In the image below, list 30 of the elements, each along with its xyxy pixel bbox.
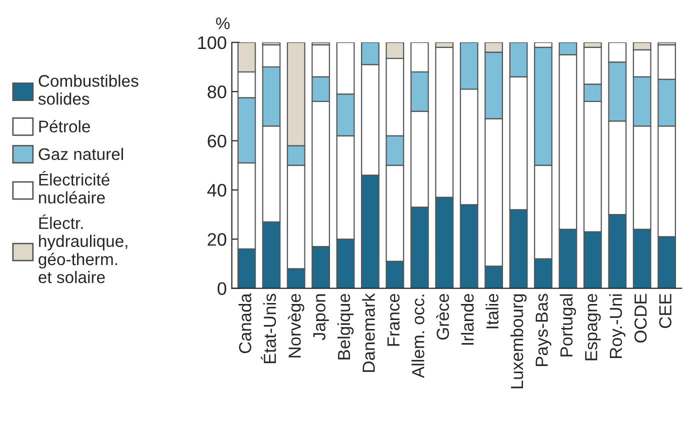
x-tick-label: OCDE <box>634 294 647 343</box>
y-tick-label: 100 <box>198 36 226 50</box>
x-tick-label: Allem. occ. <box>412 294 424 378</box>
legend-label: Électricité nucléaire <box>39 170 110 204</box>
x-tick-label: Belgique <box>337 294 354 360</box>
y-axis-title: % <box>216 18 230 30</box>
legend-label: Pétrole <box>39 120 90 132</box>
legend-label: Gaz naturel <box>38 148 123 160</box>
legend-label: Combustibles solides <box>38 74 138 105</box>
y-tick-label: 0 <box>218 282 226 296</box>
x-tick-label: Irlande <box>460 294 474 345</box>
y-tick-label: 40 <box>207 184 226 197</box>
x-tick-label: Luxembourg <box>510 294 527 388</box>
y-tick-label: 60 <box>208 134 226 148</box>
x-tick-label: Roy.-Uni <box>609 294 626 358</box>
x-tick-label: Canada <box>238 293 252 354</box>
x-tick-label: Espagne <box>585 294 601 360</box>
x-tick-label: Danemark <box>362 293 375 372</box>
x-tick-label: État-Unis <box>260 294 276 364</box>
y-tick-label: 20 <box>208 233 226 246</box>
x-tick-label: Grèce <box>436 294 450 340</box>
x-tick-label: Italie <box>486 294 498 328</box>
x-tick-label: Portugal <box>560 294 576 356</box>
legend-label: Électr. hydraulique, géo-therm. et solaire <box>38 214 128 284</box>
y-tick-label: 80 <box>208 86 226 98</box>
x-tick-label: Pays-Bas <box>536 294 552 366</box>
x-tick-label: France <box>387 294 400 346</box>
x-tick-label: Norvège <box>288 294 304 358</box>
x-tick-label: CEE <box>659 294 672 328</box>
x-tick-label: Japon <box>313 294 329 340</box>
